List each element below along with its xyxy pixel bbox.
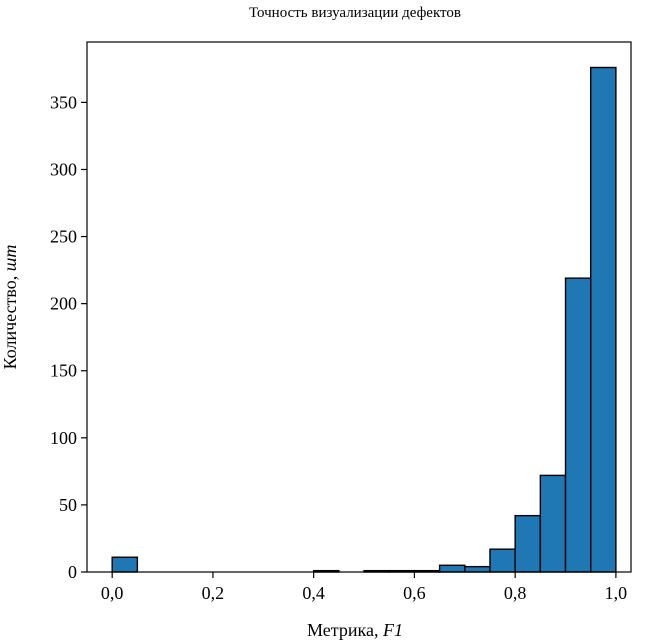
histogram-bar-9 bbox=[539, 474, 567, 573]
y-tick-label-3: 150 bbox=[50, 361, 77, 381]
y-tick-label-4: 200 bbox=[50, 294, 77, 314]
bars-group bbox=[111, 66, 617, 573]
x-tick-label-2: 0,4 bbox=[302, 583, 325, 603]
y-tick-label-2: 100 bbox=[50, 428, 77, 448]
x-tick-label-5: 1,0 bbox=[605, 583, 628, 603]
histogram-bar-8 bbox=[514, 514, 542, 573]
y-tick-label-5: 250 bbox=[50, 227, 77, 247]
x-tick-label-3: 0,6 bbox=[403, 583, 426, 603]
y-tick-label-7: 350 bbox=[50, 92, 77, 112]
y-tick-label-1: 50 bbox=[59, 495, 77, 515]
y-tick-label-0: 0 bbox=[68, 562, 77, 582]
x-tick-label-4: 0,8 bbox=[504, 583, 527, 603]
histogram-bar-5 bbox=[438, 564, 466, 573]
x-tick-label-0: 0,0 bbox=[101, 583, 124, 603]
x-axis-ticks: 0,0 0,2 0,4 0,6 0,8 1,0 bbox=[101, 572, 627, 603]
y-tick-label-6: 300 bbox=[50, 159, 77, 179]
x-axis-label-main: Метрика, bbox=[307, 620, 383, 640]
histogram-bar-0 bbox=[111, 556, 139, 573]
y-axis-label-italic: шт bbox=[0, 245, 20, 272]
histogram-bar-7 bbox=[489, 548, 516, 573]
x-axis-label: Метрика, F1 bbox=[307, 620, 403, 640]
x-tick-label-1: 0,2 bbox=[202, 583, 225, 603]
chart-title: Точность визуализации дефектов bbox=[249, 5, 461, 21]
histogram-bar-10 bbox=[564, 277, 592, 573]
y-axis-label: Количество, шт bbox=[0, 245, 20, 370]
y-axis-ticks: 0 50 100 150 200 250 300 350 bbox=[50, 92, 87, 582]
x-axis-label-italic: F1 bbox=[382, 620, 403, 640]
histogram-bar-6 bbox=[464, 565, 491, 573]
histogram-bar-11 bbox=[590, 66, 617, 573]
y-axis-label-main: Количество, bbox=[0, 271, 20, 369]
plot-frame bbox=[86, 41, 632, 573]
